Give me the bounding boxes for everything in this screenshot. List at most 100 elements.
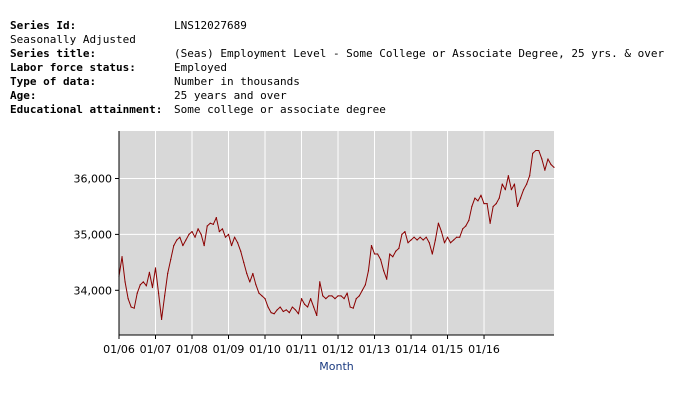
data-point xyxy=(124,281,126,283)
metadata-key: Series title: xyxy=(10,47,97,60)
data-point xyxy=(516,205,519,208)
series-line xyxy=(118,150,555,320)
data-point xyxy=(480,194,482,196)
data-point xyxy=(288,312,290,314)
data-point xyxy=(322,295,324,297)
data-point xyxy=(188,233,190,235)
data-point xyxy=(410,239,412,241)
x-tick-label: 01/14 xyxy=(395,343,427,356)
data-point xyxy=(121,256,123,258)
data-point xyxy=(197,228,199,230)
data-point xyxy=(462,228,464,230)
data-point xyxy=(233,236,236,238)
data-point xyxy=(404,231,406,233)
data-point xyxy=(373,253,376,255)
data-point xyxy=(282,310,284,313)
data-point xyxy=(459,236,461,238)
data-point xyxy=(328,295,330,297)
data-point xyxy=(355,298,357,300)
data-point xyxy=(148,271,151,273)
data-point xyxy=(139,284,141,286)
data-point xyxy=(154,267,157,269)
data-point xyxy=(230,244,233,247)
data-point xyxy=(547,158,549,160)
data-point xyxy=(136,292,138,294)
data-point xyxy=(145,285,147,287)
data-point xyxy=(227,233,230,235)
data-point xyxy=(413,236,415,238)
data-point xyxy=(215,217,217,219)
data-point xyxy=(337,295,339,297)
data-point xyxy=(504,189,506,191)
data-point xyxy=(294,309,297,311)
data-point xyxy=(258,292,260,294)
data-point xyxy=(243,261,245,263)
metadata-row: Type of data: Number in thousands xyxy=(10,75,664,89)
data-point xyxy=(310,298,312,300)
metadata-value: LNS12027689 xyxy=(174,19,247,32)
data-point xyxy=(176,239,178,241)
data-point xyxy=(383,270,385,272)
data-point xyxy=(550,163,552,166)
data-point xyxy=(392,256,394,258)
x-tick-label: 01/08 xyxy=(176,343,208,356)
metadata-key: Educational attainment: xyxy=(10,103,163,116)
data-point xyxy=(160,318,163,320)
data-point xyxy=(389,253,391,255)
data-point xyxy=(526,183,528,185)
series-metadata: Series Id: LNS12027689 Seasonally Adjusted… xyxy=(10,19,664,117)
data-point xyxy=(532,152,534,154)
data-point xyxy=(407,242,409,244)
data-point xyxy=(224,236,227,238)
x-tick-label: 01/11 xyxy=(286,343,318,356)
data-point xyxy=(167,272,169,275)
data-point xyxy=(440,231,443,233)
data-point xyxy=(446,236,449,238)
data-point xyxy=(471,205,473,208)
data-point xyxy=(453,239,455,241)
data-point xyxy=(489,222,491,224)
data-point xyxy=(367,270,370,272)
data-point xyxy=(492,205,494,208)
data-point xyxy=(179,236,181,238)
metadata-value: (Seas) Employment Level - Some College o… xyxy=(174,47,665,60)
data-point xyxy=(279,306,281,308)
data-point xyxy=(203,244,205,247)
data-point xyxy=(142,281,144,283)
axes: 01/06 01/07 01/08 01/09 01/10 01/11 01/12 01/13… xyxy=(74,131,554,356)
metadata-row: Educational attainment: Some college or a… xyxy=(10,103,664,117)
data-point xyxy=(316,314,318,317)
data-point xyxy=(252,272,254,275)
data-point xyxy=(456,236,458,238)
data-point xyxy=(519,197,522,199)
data-point xyxy=(285,309,287,311)
data-point xyxy=(422,239,424,241)
data-point xyxy=(468,219,470,222)
data-point xyxy=(431,253,433,255)
metadata-row: Labor force status: Employed xyxy=(10,61,664,75)
data-point xyxy=(443,242,446,244)
data-point xyxy=(255,284,257,286)
data-point xyxy=(425,236,427,238)
data-point xyxy=(300,298,303,300)
data-point xyxy=(237,242,239,244)
data-point xyxy=(544,169,546,171)
data-point xyxy=(297,313,300,315)
metadata-key: Series Id: xyxy=(10,19,77,32)
data-point xyxy=(358,295,360,297)
x-tick-label: 01/13 xyxy=(359,343,391,356)
y-tick-label: 35,000 xyxy=(74,228,113,241)
data-point xyxy=(319,281,321,283)
data-point xyxy=(303,303,306,305)
data-point xyxy=(291,306,293,308)
metadata-value: 25 years and over xyxy=(174,89,287,102)
x-tick-label: 01/12 xyxy=(322,343,354,356)
data-point xyxy=(276,309,278,311)
data-point xyxy=(249,281,251,283)
data-point xyxy=(495,203,497,205)
y-tick-label: 36,000 xyxy=(74,173,113,186)
data-point xyxy=(349,306,351,308)
x-tick-label: 01/16 xyxy=(468,343,500,356)
metadata-key: Seasonally Adjusted xyxy=(10,33,136,46)
